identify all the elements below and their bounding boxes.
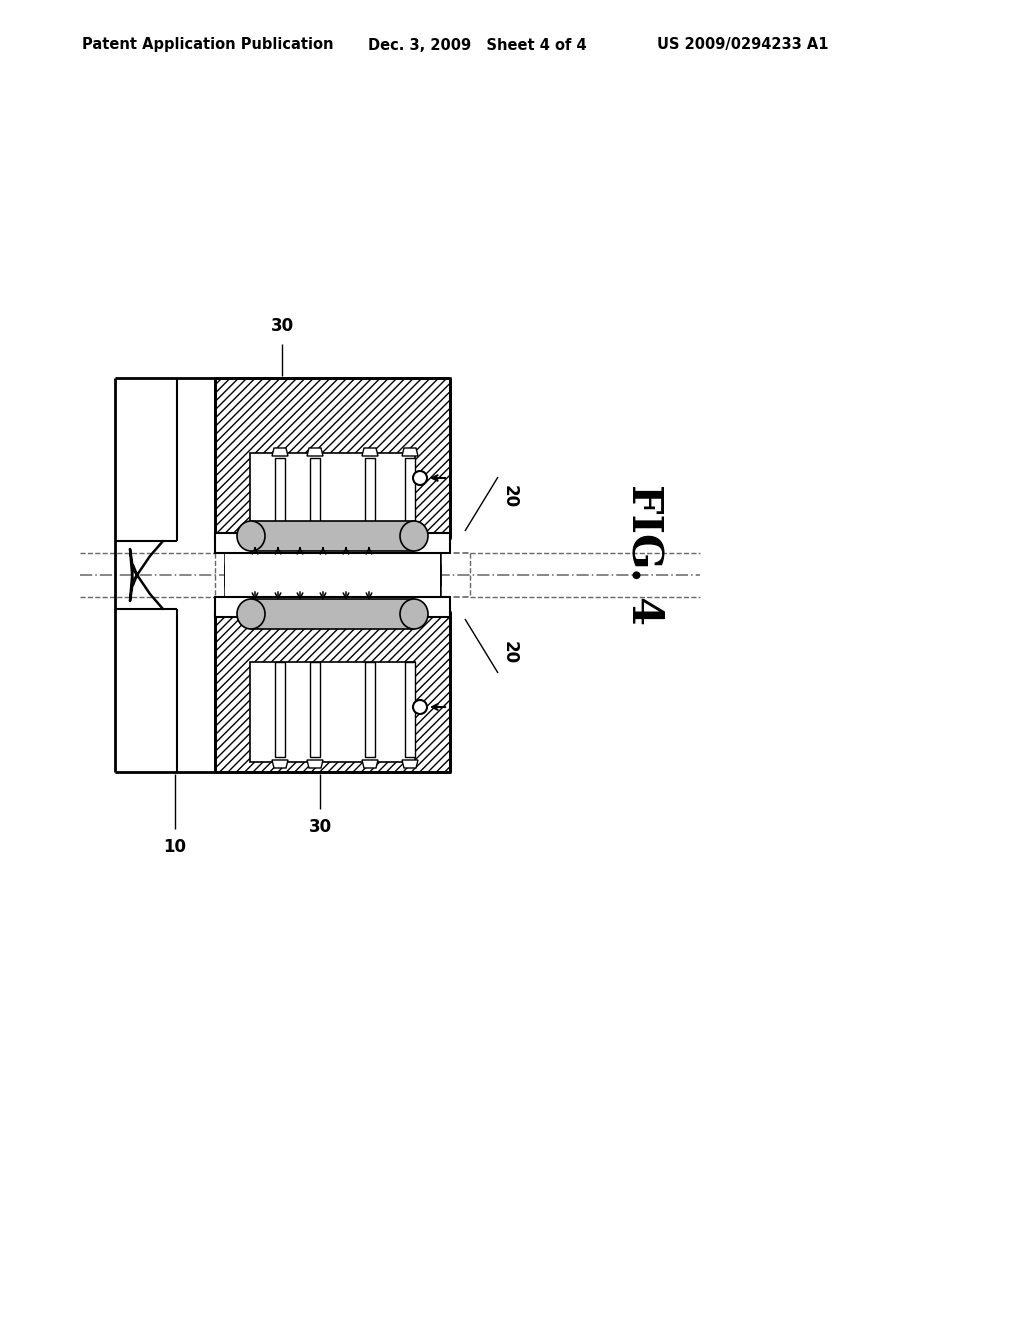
Polygon shape xyxy=(362,760,378,768)
Bar xyxy=(215,612,450,772)
Ellipse shape xyxy=(413,471,427,484)
Polygon shape xyxy=(402,447,418,455)
Bar xyxy=(215,378,450,539)
Bar xyxy=(365,458,375,533)
Polygon shape xyxy=(307,447,323,455)
Bar xyxy=(250,453,415,533)
Bar xyxy=(275,663,285,756)
Bar xyxy=(310,663,319,756)
Bar xyxy=(115,609,215,772)
Ellipse shape xyxy=(400,599,428,630)
Bar xyxy=(310,458,319,533)
Polygon shape xyxy=(272,760,288,768)
Bar xyxy=(275,458,285,533)
Ellipse shape xyxy=(400,521,428,550)
Bar xyxy=(115,378,215,541)
Bar xyxy=(251,521,414,550)
Text: US 2009/0294233 A1: US 2009/0294233 A1 xyxy=(657,37,828,53)
Polygon shape xyxy=(307,760,323,768)
Text: 30: 30 xyxy=(308,818,332,836)
Bar xyxy=(406,458,415,533)
Text: 20: 20 xyxy=(501,642,519,664)
Ellipse shape xyxy=(237,521,265,550)
Bar xyxy=(215,533,450,553)
Text: 10: 10 xyxy=(164,838,186,855)
Bar xyxy=(365,663,375,756)
Ellipse shape xyxy=(413,700,427,714)
Text: FIG. 4: FIG. 4 xyxy=(624,484,666,626)
Polygon shape xyxy=(362,447,378,455)
Polygon shape xyxy=(272,447,288,455)
Bar xyxy=(225,535,440,591)
Bar xyxy=(225,549,440,615)
Text: 20: 20 xyxy=(501,486,519,508)
Bar xyxy=(250,663,415,762)
Text: Patent Application Publication: Patent Application Publication xyxy=(82,37,334,53)
Ellipse shape xyxy=(237,599,265,630)
Text: Dec. 3, 2009   Sheet 4 of 4: Dec. 3, 2009 Sheet 4 of 4 xyxy=(368,37,587,53)
Text: 30: 30 xyxy=(270,317,294,335)
Bar xyxy=(251,599,414,630)
Bar xyxy=(215,597,450,616)
Polygon shape xyxy=(402,760,418,768)
Bar xyxy=(406,663,415,756)
